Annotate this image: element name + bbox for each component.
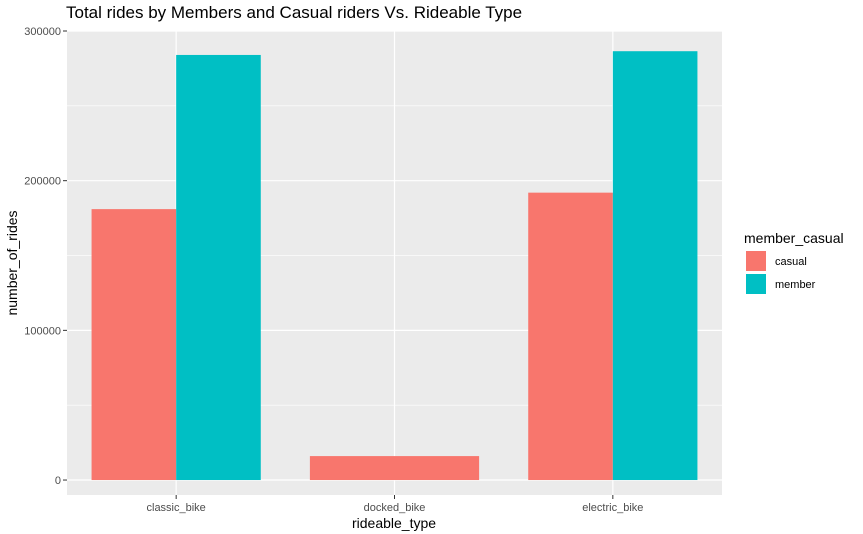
y-tick-label: 0: [55, 475, 61, 487]
bar-casual-classic_bike: [91, 209, 177, 481]
y-axis: 0 100000 200000 300000: [24, 26, 67, 487]
legend-key-casual: [746, 251, 766, 271]
legend-label-casual: casual: [775, 256, 807, 268]
bar-casual-docked_bike: [309, 456, 480, 481]
y-tick-label: 200000: [24, 176, 61, 188]
x-tick-label: docked_bike: [364, 502, 426, 514]
x-axis: classic_bike docked_bike electric_bike: [147, 495, 643, 514]
legend: member_casual casual member: [744, 230, 844, 294]
y-tick-label: 300000: [24, 26, 61, 38]
bars: [91, 51, 698, 481]
y-tick-label: 100000: [24, 325, 61, 337]
chart-title: Total rides by Members and Casual riders…: [66, 3, 522, 22]
bar-member-classic_bike: [176, 54, 261, 481]
bar-casual-electric_bike: [528, 192, 613, 481]
y-axis-title: number_of_rides: [4, 210, 20, 315]
legend-key-member: [746, 274, 766, 294]
legend-label-member: member: [775, 279, 816, 291]
x-tick-label: electric_bike: [582, 502, 643, 514]
legend-title: member_casual: [744, 230, 844, 246]
x-tick-label: classic_bike: [147, 502, 206, 514]
bar-member-electric_bike: [612, 51, 698, 481]
x-axis-title: rideable_type: [352, 515, 436, 531]
